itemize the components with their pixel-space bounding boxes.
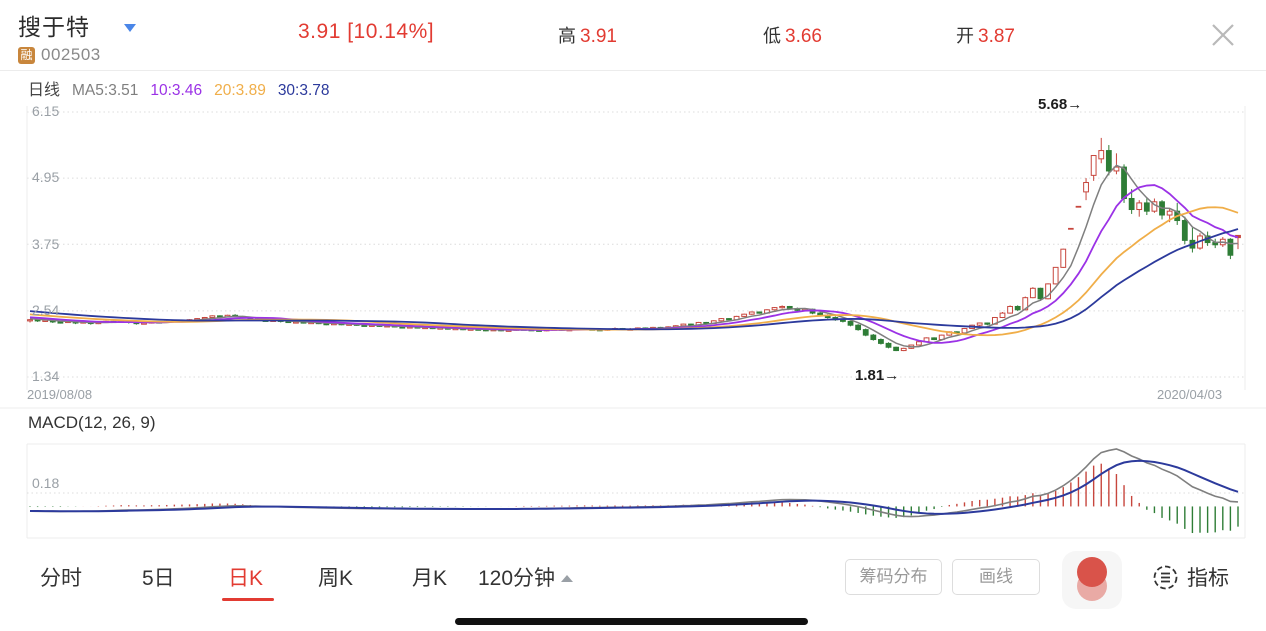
stock-code-row: 融 002503 [18,45,101,65]
x-axis-start-date: 2019/08/08 [27,387,93,402]
stock-name-button[interactable]: 搜于特 [18,8,136,40]
y-axis-label: 2.54 [32,302,60,318]
legend-ma10: 10:3.46 [150,82,203,99]
high-annotation: 5.68→ [1038,96,1083,113]
draw-line-button[interactable]: 画线 [952,559,1040,595]
stock-name: 搜于特 [18,14,90,40]
low-stat: 低 3.66 [763,22,822,48]
y-axis-label: 3.75 [32,236,60,252]
high-stat: 高 3.91 [558,22,617,48]
open-stat: 开 3.87 [956,22,1015,48]
margin-trading-badge: 融 [18,46,35,64]
record-icon [1077,557,1107,587]
low-label: 低 [763,26,781,46]
open-value: 3.87 [978,26,1015,47]
legend-ma20: 20:3.89 [214,82,266,99]
legend-ma5: MA5:3.51 [72,82,139,99]
period-selector-label: 120分钟 [478,567,556,590]
chevron-up-icon [561,575,574,582]
tab-daily-k[interactable]: 日K [228,567,264,590]
y-axis-label: 1.34 [32,368,60,384]
high-value: 3.91 [580,26,617,47]
low-annotation: 1.81→ [855,367,900,384]
header: 搜于特 融 002503 3.91 [10.14%] 高 3.91 低 3.66 开… [0,0,1266,71]
y-axis-label: 6.15 [32,103,60,119]
close-icon[interactable] [1208,20,1238,50]
open-label: 开 [956,26,974,46]
legend-ma30: 30:3.78 [277,82,330,99]
price-and-change: 3.91 [10.14%] [298,20,435,43]
low-value: 3.66 [785,26,822,47]
indicator-label: 指标 [1187,567,1229,590]
record-button[interactable] [1062,551,1122,609]
stock-code: 002503 [41,45,101,64]
chip-distribution-button[interactable]: 筹码分布 [845,559,942,595]
chevron-down-icon [124,24,136,32]
legend-period: 日线 [28,82,61,99]
tab-5day[interactable]: 5日 [142,567,175,590]
high-label: 高 [558,26,576,46]
macd-axis-label: 0.18 [32,475,60,492]
home-indicator-bar [455,618,808,625]
macd-title: MACD(12, 26, 9) [28,413,156,432]
toolbar: 分时 5日 日K 周K 月K 120分钟 筹码分布 画线 指标 [0,546,1266,612]
period-selector[interactable]: 120分钟 [478,562,574,592]
ma-legend: 日线 MA5:3.51 10:3.46 20:3.89 30:3.78 [28,76,330,100]
x-axis-end-date: 2020/04/03 [1157,387,1223,402]
indicator-button[interactable]: 指标 [1152,562,1229,592]
tab-monthly-k[interactable]: 月K [412,567,448,590]
y-axis-label: 4.95 [32,169,60,185]
indicator-list-icon [1153,565,1178,589]
tab-weekly-k[interactable]: 周K [318,567,354,590]
active-tab-underline [222,598,274,601]
tab-timeline[interactable]: 分时 [40,567,82,590]
